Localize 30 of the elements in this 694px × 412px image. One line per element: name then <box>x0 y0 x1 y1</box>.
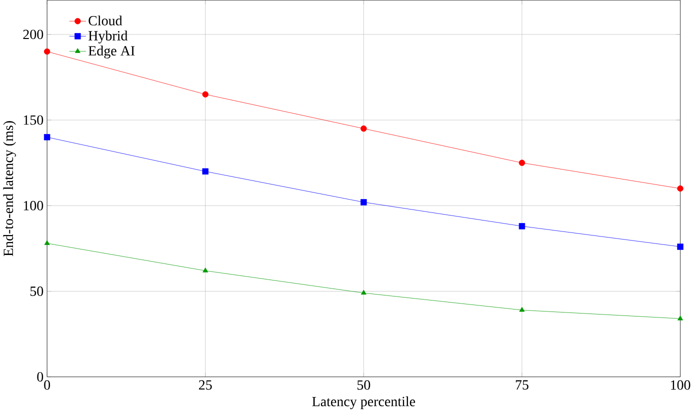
x-tick-label: 0 <box>44 380 50 390</box>
point <box>360 125 367 132</box>
point <box>44 240 50 245</box>
legend-label: Hybrid <box>88 30 128 44</box>
point <box>677 185 684 192</box>
point <box>360 290 366 294</box>
x-tick-label: 25 <box>198 380 212 390</box>
x-tick-label: 50 <box>357 380 370 390</box>
point <box>202 267 208 272</box>
y-tick-label: 150 <box>24 115 44 125</box>
point <box>518 160 526 166</box>
point <box>44 48 50 54</box>
point <box>678 315 683 320</box>
y-tick-label: 50 <box>30 286 44 296</box>
point <box>202 91 208 98</box>
point <box>518 222 526 230</box>
point <box>519 306 525 312</box>
point <box>677 243 684 250</box>
legend-label: Edge AI <box>88 45 135 58</box>
x-tick-label: 75 <box>516 380 528 390</box>
legend-label: Cloud <box>88 15 122 26</box>
y-tick-label: 200 <box>23 30 44 39</box>
point <box>44 134 50 140</box>
point <box>360 198 367 206</box>
point <box>202 168 208 174</box>
y-tick-label: 100 <box>24 200 44 210</box>
x-axis-title: Latency percentile <box>312 396 416 409</box>
x-tick-label: 100 <box>671 380 690 390</box>
y-tick-label: 0 <box>37 372 44 382</box>
y-axis-title: End-to-end latency (ms) <box>3 120 16 256</box>
